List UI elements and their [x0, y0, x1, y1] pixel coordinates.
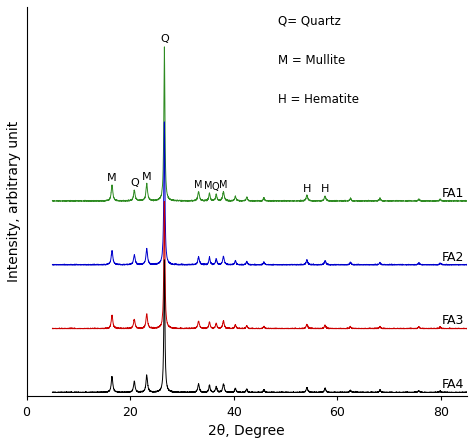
Text: FA1: FA1	[442, 187, 465, 200]
Text: M: M	[204, 181, 212, 191]
Text: FA2: FA2	[442, 251, 465, 263]
Text: M = Mullite: M = Mullite	[278, 54, 345, 67]
Text: Q: Q	[130, 178, 139, 188]
Text: Q= Quartz: Q= Quartz	[278, 15, 340, 28]
Text: Q: Q	[211, 182, 219, 192]
Text: H: H	[321, 184, 329, 194]
Text: H = Hematite: H = Hematite	[278, 93, 359, 105]
Text: M: M	[107, 173, 117, 183]
Text: H: H	[303, 184, 311, 194]
Text: FA3: FA3	[442, 314, 465, 328]
Text: M: M	[142, 172, 152, 182]
X-axis label: 2θ, Degree: 2θ, Degree	[209, 424, 285, 438]
Text: FA4: FA4	[442, 378, 465, 391]
Text: M: M	[194, 180, 203, 190]
Text: Q: Q	[160, 34, 169, 44]
Text: M: M	[219, 180, 228, 190]
Y-axis label: Intensity, arbitrary unit: Intensity, arbitrary unit	[7, 121, 21, 282]
